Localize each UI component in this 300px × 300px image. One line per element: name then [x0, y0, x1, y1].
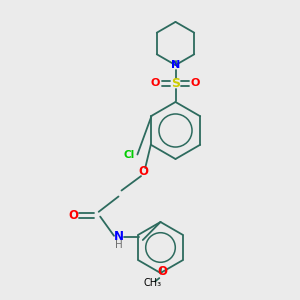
- Text: O: O: [151, 78, 160, 88]
- Text: O: O: [68, 209, 79, 222]
- Text: N: N: [113, 230, 124, 244]
- Text: O: O: [157, 265, 167, 278]
- Text: CH₃: CH₃: [144, 278, 162, 288]
- Text: O: O: [138, 165, 148, 178]
- Text: Cl: Cl: [123, 150, 135, 161]
- Text: N: N: [171, 60, 180, 70]
- Text: H: H: [115, 240, 122, 250]
- Text: O: O: [191, 78, 200, 88]
- Text: S: S: [171, 77, 180, 90]
